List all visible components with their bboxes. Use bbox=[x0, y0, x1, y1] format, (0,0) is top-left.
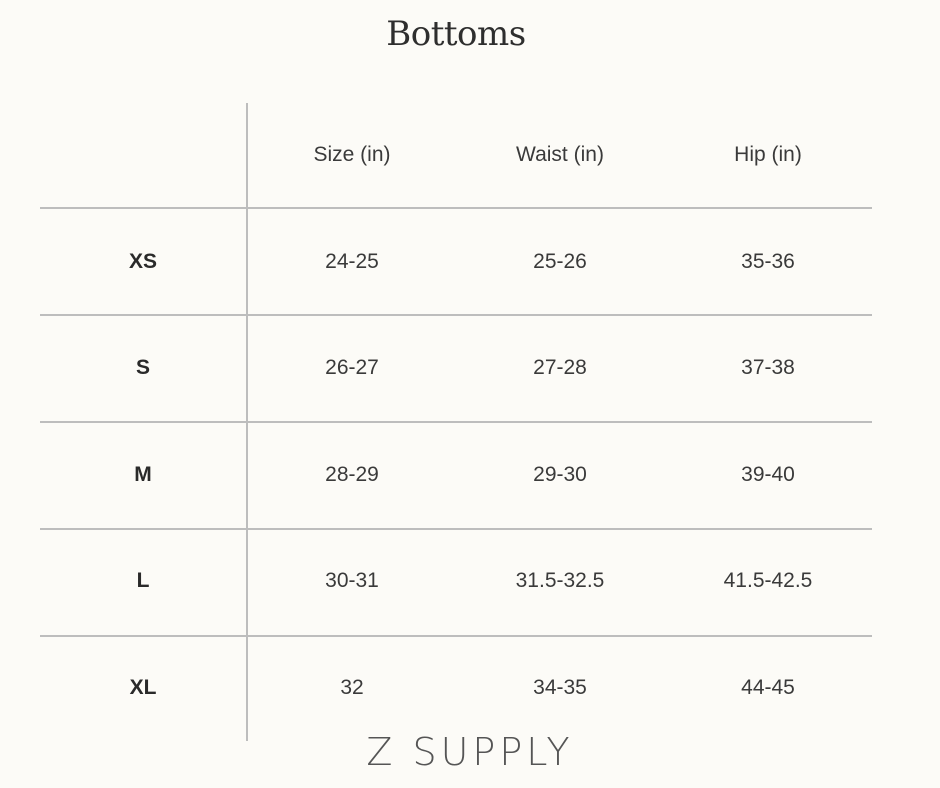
z-supply-logo: Z SUPPLY bbox=[366, 730, 574, 774]
cell-size: 32 bbox=[340, 676, 364, 699]
cell-hip: 37-38 bbox=[741, 356, 795, 379]
size-label: S bbox=[135, 356, 150, 379]
size-label: L bbox=[136, 569, 150, 592]
cell-hip: 39-40 bbox=[741, 463, 795, 486]
table-divider bbox=[40, 314, 872, 316]
cell-size: 26-27 bbox=[325, 356, 379, 379]
cell-waist: 27-28 bbox=[533, 356, 587, 379]
table-divider bbox=[40, 635, 872, 637]
header-hip: Hip (in) bbox=[734, 143, 802, 166]
cell-size: 30-31 bbox=[325, 569, 379, 592]
page-title: Bottoms bbox=[386, 14, 526, 54]
cell-hip: 35-36 bbox=[741, 250, 795, 273]
cell-waist: 29-30 bbox=[533, 463, 587, 486]
cell-size: 28-29 bbox=[325, 463, 379, 486]
header-size: Size (in) bbox=[313, 143, 391, 166]
size-label: XS bbox=[128, 250, 157, 273]
cell-waist: 31.5-32.5 bbox=[515, 569, 605, 592]
cell-waist: 34-35 bbox=[533, 676, 587, 699]
size-label: XL bbox=[129, 676, 157, 699]
header-waist: Waist (in) bbox=[516, 143, 604, 166]
cell-size: 24-25 bbox=[325, 250, 379, 273]
cell-hip: 41.5-42.5 bbox=[723, 569, 813, 592]
cell-hip: 44-45 bbox=[741, 676, 795, 699]
size-label: M bbox=[134, 463, 152, 486]
cell-waist: 25-26 bbox=[533, 250, 587, 273]
table-divider bbox=[40, 528, 872, 530]
table-divider bbox=[40, 207, 872, 209]
table-divider bbox=[40, 421, 872, 423]
